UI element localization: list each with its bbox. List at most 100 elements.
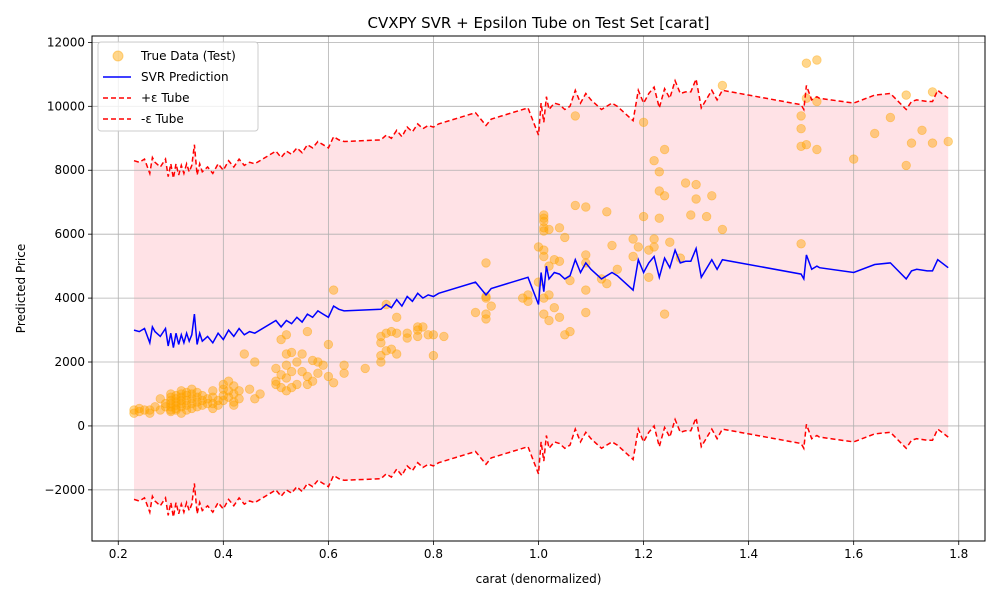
data-point <box>229 389 239 399</box>
data-point <box>145 408 155 418</box>
data-point <box>218 384 229 394</box>
data-point <box>208 403 218 414</box>
data-point <box>223 392 234 402</box>
data-point <box>554 256 565 267</box>
data-point <box>581 307 591 318</box>
data-point <box>286 347 297 358</box>
data-point <box>176 392 187 402</box>
data-point <box>328 285 339 295</box>
data-point <box>717 224 728 235</box>
data-point <box>181 395 192 406</box>
data-point <box>570 200 581 211</box>
data-point <box>171 400 181 410</box>
x-tick-label: 1.6 <box>844 547 863 561</box>
data-point <box>197 395 208 406</box>
data-point <box>544 315 554 326</box>
x-tick-label: 0.4 <box>214 547 233 561</box>
data-point <box>906 138 917 148</box>
data-point <box>145 405 155 415</box>
data-point <box>549 255 560 265</box>
data-point <box>223 376 234 386</box>
legend-label-svr-prediction: SVR Prediction <box>141 70 229 84</box>
data-point <box>176 402 187 412</box>
data-point <box>917 125 927 136</box>
data-point <box>686 210 696 220</box>
data-point <box>638 117 649 128</box>
data-point <box>192 387 202 398</box>
data-point <box>208 386 218 396</box>
data-point <box>523 290 533 300</box>
data-point <box>539 213 549 223</box>
data-point <box>192 402 202 412</box>
data-point <box>166 406 176 417</box>
data-point <box>607 240 617 251</box>
legend-label-plus-epsilon: +ε Tube <box>141 91 189 105</box>
data-point <box>239 349 250 359</box>
data-point <box>413 331 423 342</box>
data-point <box>927 138 938 148</box>
data-point <box>176 408 187 418</box>
data-point <box>885 112 896 123</box>
data-point <box>560 330 570 340</box>
data-point <box>544 224 554 235</box>
tick-layer: 0.2 0.4 0.6 0.8 1.0 1.2 1.4 1.6 1.8 −2000 0 2000 400… <box>44 35 968 561</box>
data-point <box>176 389 187 399</box>
data-point <box>901 90 911 100</box>
data-point <box>649 242 659 252</box>
x-tick-label: 1.8 <box>949 547 968 561</box>
data-point <box>649 155 659 166</box>
data-point <box>376 338 386 348</box>
data-point <box>218 395 229 406</box>
data-point <box>654 167 665 177</box>
data-point <box>234 386 244 396</box>
data-point <box>539 309 549 319</box>
data-point <box>633 242 644 252</box>
legend-label-true-data: True Data (Test) <box>140 49 236 63</box>
data-point <box>176 398 187 409</box>
data-point <box>255 389 265 399</box>
data-point <box>581 202 591 212</box>
data-point <box>276 370 286 380</box>
data-point <box>302 371 313 382</box>
y-tick-label: −2000 <box>44 483 85 497</box>
data-point <box>523 296 533 307</box>
svr-prediction-line <box>133 245 949 348</box>
data-point <box>166 402 176 412</box>
data-point <box>418 322 428 332</box>
data-point <box>318 360 328 370</box>
data-point <box>602 279 612 289</box>
data-point <box>281 330 292 340</box>
data-point <box>339 360 349 370</box>
data-point <box>423 330 433 340</box>
y-tick-label: 4000 <box>54 291 85 305</box>
data-point <box>796 141 806 152</box>
data-point <box>213 400 223 410</box>
data-point <box>197 390 208 401</box>
x-tick-label: 1.2 <box>634 547 653 561</box>
data-point <box>701 211 712 222</box>
data-point <box>276 334 286 345</box>
data-point <box>392 349 402 359</box>
data-point <box>139 405 150 415</box>
data-point <box>428 350 439 361</box>
data-point <box>796 111 806 121</box>
data-point <box>129 408 139 418</box>
data-point <box>428 330 439 340</box>
data-point <box>271 376 281 386</box>
data-point <box>581 285 591 295</box>
data-point <box>943 136 953 147</box>
x-tick-label: 0.2 <box>109 547 128 561</box>
data-point <box>166 392 176 402</box>
data-point <box>539 210 549 220</box>
data-point <box>218 379 229 390</box>
data-point <box>166 395 176 406</box>
data-point <box>323 339 334 350</box>
data-point <box>192 392 202 402</box>
data-point <box>544 290 554 300</box>
data-point <box>796 123 806 134</box>
data-point <box>413 325 423 335</box>
data-point <box>481 258 491 268</box>
data-point <box>286 366 297 377</box>
data-point <box>160 402 171 412</box>
data-point <box>197 400 208 410</box>
